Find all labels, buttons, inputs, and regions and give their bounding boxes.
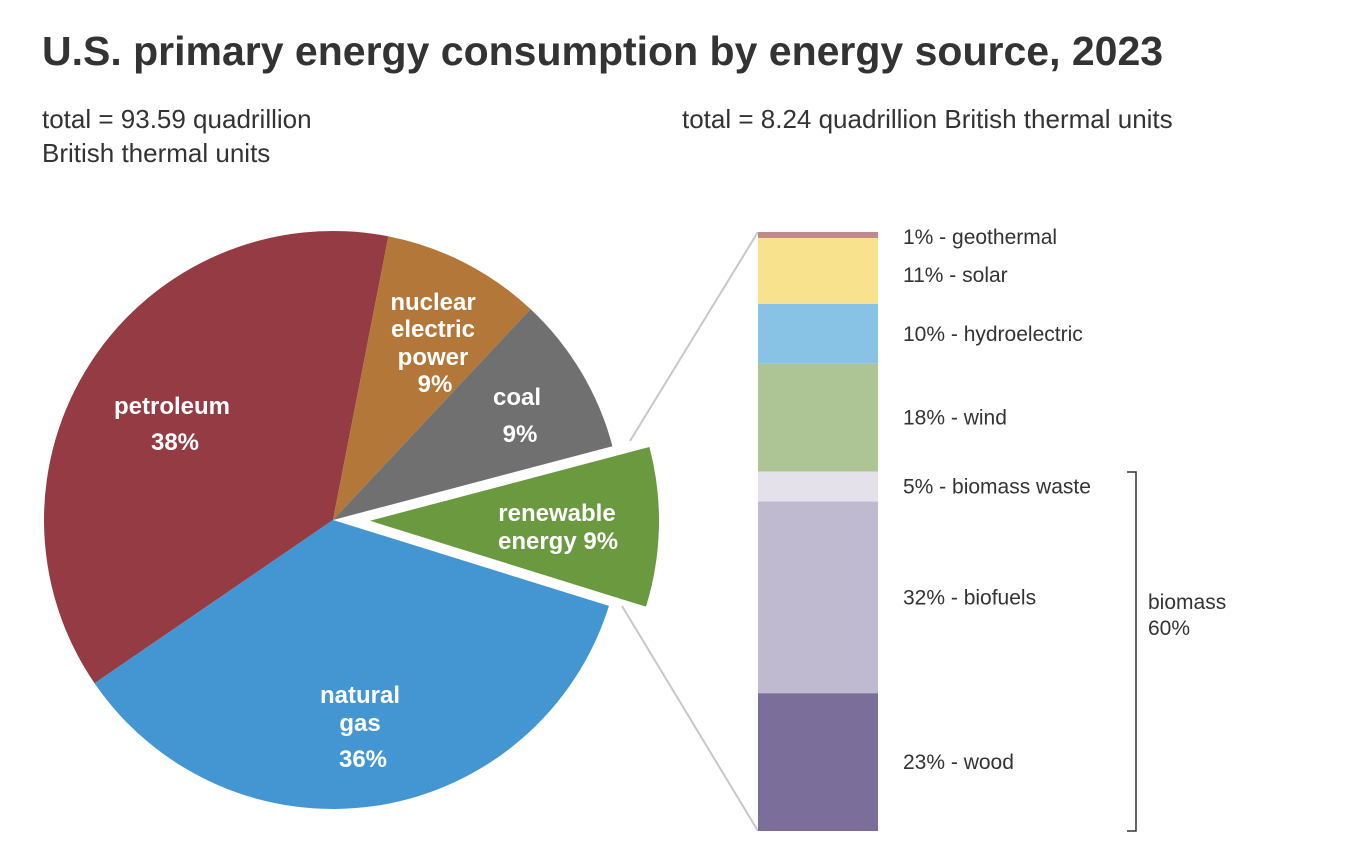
bracket-label: 60% xyxy=(1148,617,1190,640)
stacked-bar xyxy=(758,232,878,831)
pie-label: petroleum xyxy=(114,393,230,420)
pie-label: 9% xyxy=(503,421,538,448)
pie-subtitle: total = 93.59 quadrillion British therma… xyxy=(42,102,312,170)
bar-segment-biomass-waste xyxy=(758,471,878,502)
pie-label: 9% xyxy=(418,371,453,398)
bar-segment-solar xyxy=(758,237,878,304)
bar-segment-label: 23% - wood xyxy=(903,751,1014,774)
pie-label: coal xyxy=(493,384,541,411)
pie-slice-petroleum xyxy=(43,230,389,684)
bar-labels: 1% - geothermal 11% - solar 10% - hydroele… xyxy=(903,226,1091,774)
pie-label: natural xyxy=(320,682,400,709)
connector-top xyxy=(629,231,759,442)
pie-label: electric xyxy=(391,316,475,343)
bar-segment-label: 1% - geothermal xyxy=(903,226,1057,249)
pie-slice-coal xyxy=(333,309,613,520)
pie-label: gas xyxy=(339,710,380,737)
biomass-bracket: biomass 60% xyxy=(1127,471,1226,832)
pie-subtitle-line: British thermal units xyxy=(42,138,271,168)
bar-subtitle: total = 8.24 quadrillion British thermal… xyxy=(682,104,1173,134)
pie-label: power xyxy=(398,344,469,371)
bar-segment-hydroelectric xyxy=(758,303,878,364)
bar-segment-geothermal xyxy=(758,232,878,238)
connector-lines xyxy=(621,231,759,832)
chart-title: U.S. primary energy consumption by energ… xyxy=(42,28,1164,74)
bar-segment-label: 5% - biomass waste xyxy=(903,476,1091,499)
bar-segment-label: 10% - hydroelectric xyxy=(903,323,1083,346)
bar-segment-label: 11% - solar xyxy=(903,264,1008,287)
connector-bottom xyxy=(621,605,759,832)
bracket-line xyxy=(1127,471,1137,832)
pie-subtitle-line: total = 93.59 quadrillion xyxy=(42,104,312,134)
pie-label: renewable xyxy=(498,500,615,527)
pie-slice-renewable-energy xyxy=(369,446,659,607)
bracket-label: biomass xyxy=(1148,591,1226,614)
pie-slice-nuclear-electric-power xyxy=(333,236,531,520)
pie-label: nuclear xyxy=(390,289,475,316)
pie-labels: petroleum 38% nuclear electric power 9% … xyxy=(114,289,618,773)
pie-label: 38% xyxy=(151,429,199,456)
pie-label: energy 9% xyxy=(498,528,618,555)
bar-segment-wind xyxy=(758,363,878,472)
bar-segment-label: 18% - wind xyxy=(903,407,1007,430)
pie-label: 36% xyxy=(339,746,387,773)
bar-segment-wood xyxy=(758,693,878,831)
pie-slice-natural-gas xyxy=(94,520,609,810)
bar-segment-biofuels xyxy=(758,501,878,694)
bar-segment-label: 32% - biofuels xyxy=(903,586,1036,609)
pie-chart xyxy=(43,230,659,810)
